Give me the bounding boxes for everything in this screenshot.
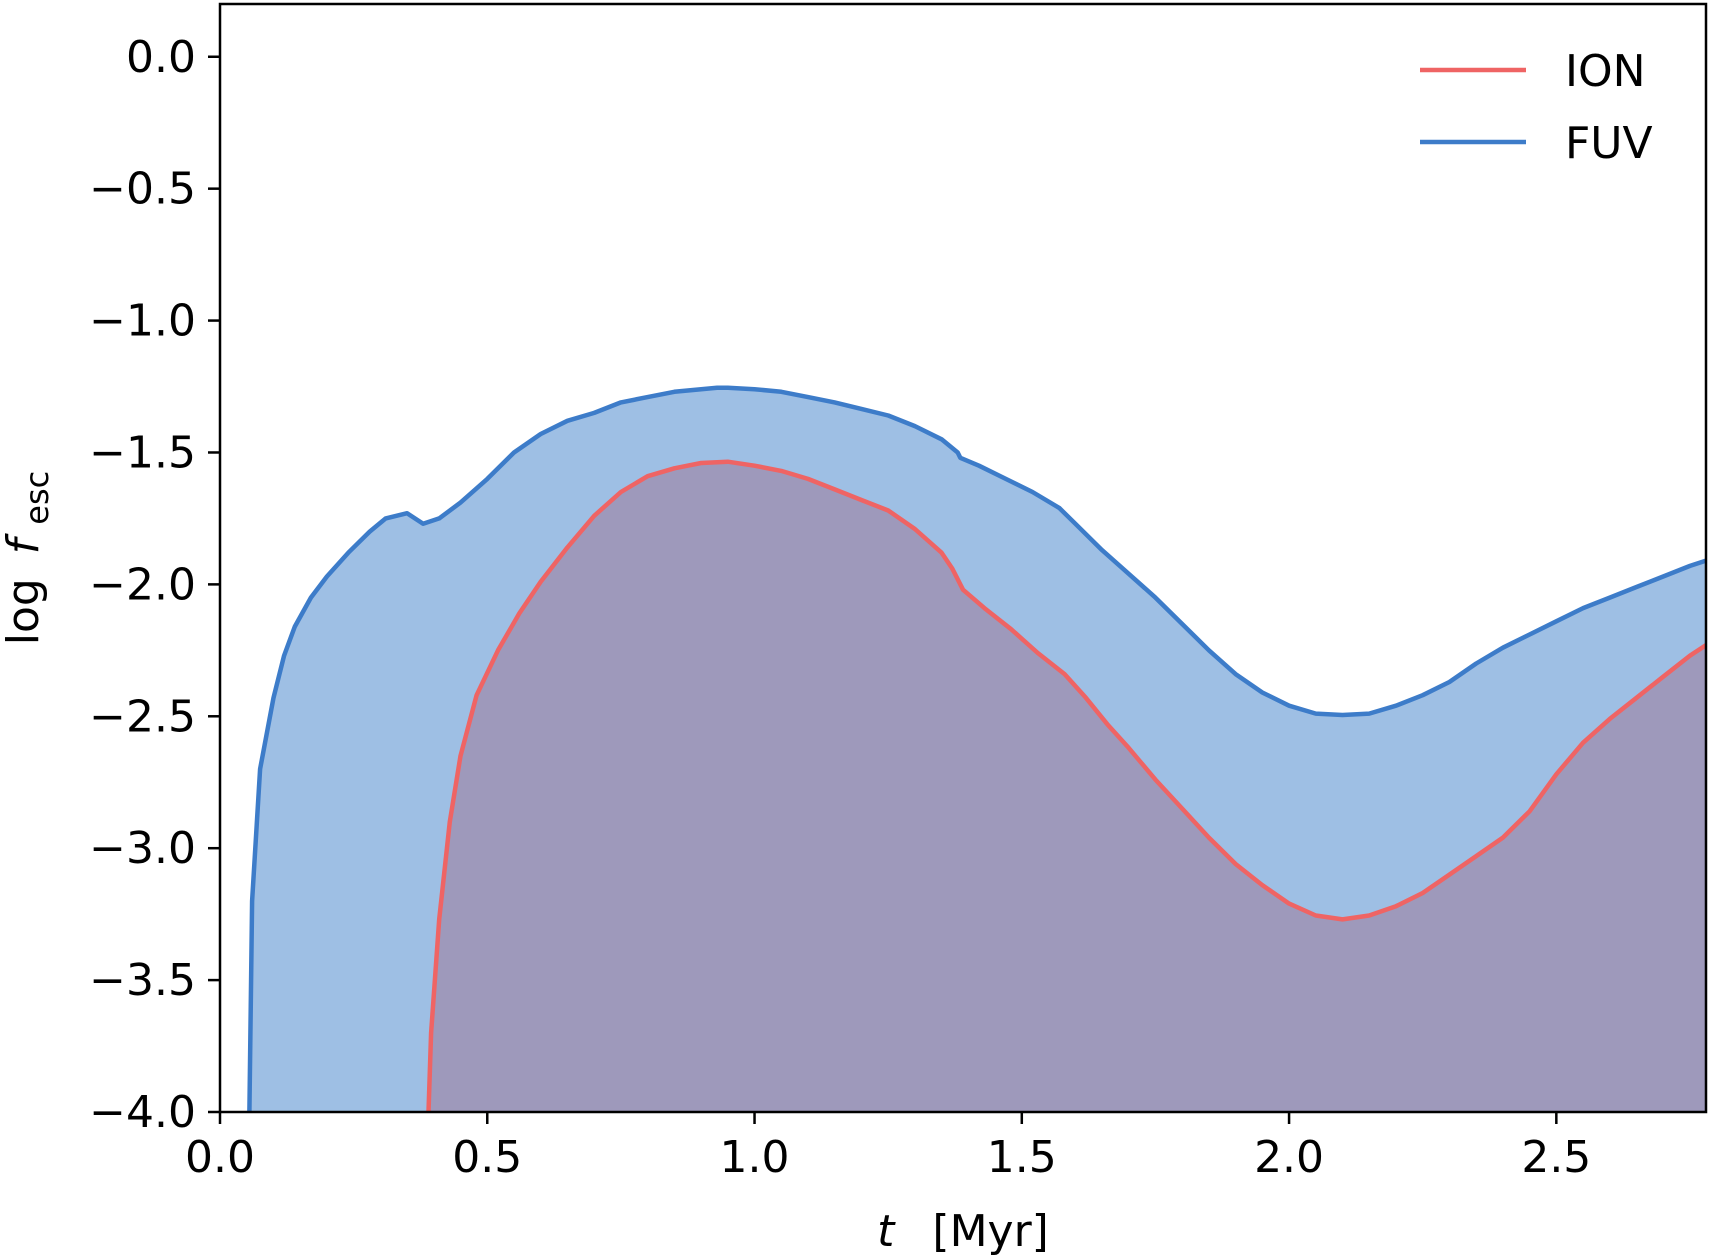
y-tick-label: −2.0 [89,559,196,610]
y-tick-label: −1.0 [89,296,196,347]
legend: ION FUV [1420,46,1653,169]
x-tick-label: 0.0 [185,1132,255,1183]
series-layer [247,385,1708,1113]
x-tick-label: 1.0 [720,1132,790,1183]
x-axis-label-unit: [Myr] [932,1206,1048,1257]
y-tick-label: −0.5 [89,164,196,215]
y-axis-label: log f esc [0,471,56,646]
y-tick-label: −1.5 [89,427,196,478]
y-tick-label: −4.0 [89,1087,196,1138]
legend-item-fuv: FUV [1420,118,1653,169]
y-axis-label-sub: esc [18,471,56,525]
y-tick-label: 0.0 [126,32,196,83]
legend-label: FUV [1565,118,1653,169]
series-ion-line [426,459,1708,1113]
series-fuv-line [247,385,1707,1113]
x-axis-label-var: t [877,1206,896,1257]
y-tick-label: −3.0 [89,823,196,874]
x-axis-label: t [Myr] [877,1206,1049,1257]
x-tick-label: 2.5 [1521,1132,1591,1183]
y-axis-label-prefix: log [0,578,49,645]
y-axis: 0.0 −0.5 −1.0 −1.5 −2.0 −2.5 −3.0 −3.5 −4.0 [89,32,220,1138]
series-ion-area [428,461,1706,1112]
plot-frame [218,2,1708,1114]
x-tick-label: 1.5 [987,1132,1057,1183]
x-axis: 0.0 0.5 1.0 1.5 2.0 2.5 [185,1112,1591,1183]
x-tick-label: 0.5 [452,1132,522,1183]
y-tick-label: −3.5 [89,955,196,1006]
legend-item-ion: ION [1420,46,1646,97]
legend-label: ION [1565,46,1646,97]
y-tick-label: −2.5 [89,691,196,742]
x-tick-label: 2.0 [1254,1132,1324,1183]
y-axis-label-var: f [0,532,49,554]
